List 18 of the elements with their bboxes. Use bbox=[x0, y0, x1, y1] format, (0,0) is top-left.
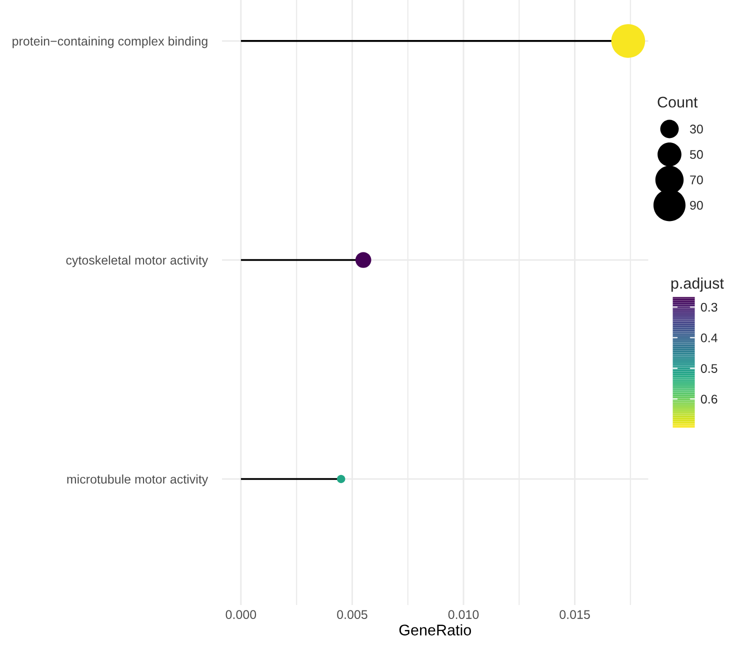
color-bar-label: 0.4 bbox=[700, 333, 718, 342]
x-tick-label: 0.010 bbox=[448, 610, 479, 619]
x-tick-label: 0.015 bbox=[560, 610, 590, 619]
y-tick-label: protein−containing complex binding bbox=[12, 36, 208, 48]
color-bar-label: 0.6 bbox=[700, 394, 718, 404]
legend-label: 30 bbox=[690, 124, 703, 134]
color-bar-label: 0.5 bbox=[700, 364, 718, 373]
y-tick-label: cytoskeletal motor activity bbox=[66, 255, 208, 268]
color-bar-label: 0.3 bbox=[700, 302, 718, 312]
x-tick-label: 0.000 bbox=[226, 610, 256, 619]
y-tick-label: microtubule motor activity bbox=[67, 474, 208, 486]
legend-title: Count bbox=[658, 96, 698, 108]
legend-label: 70 bbox=[690, 175, 703, 184]
legend-label: 50 bbox=[690, 150, 703, 159]
legend-label: 90 bbox=[690, 200, 703, 210]
x-tick-label: 0.005 bbox=[337, 610, 368, 619]
x-axis-title: GeneRatio bbox=[399, 624, 471, 636]
color-bar-title: p.adjust bbox=[671, 278, 724, 292]
